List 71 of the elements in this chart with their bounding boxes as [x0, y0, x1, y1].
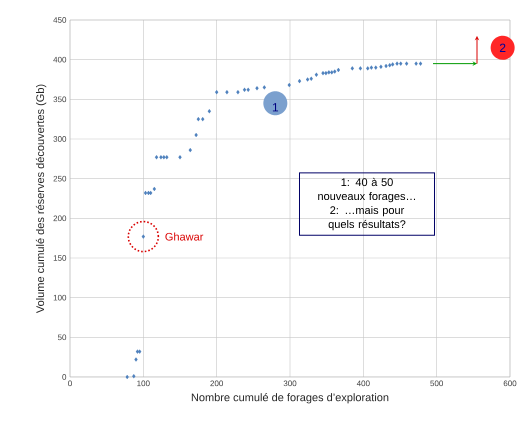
point [236, 90, 240, 94]
point [188, 148, 192, 152]
point [395, 61, 399, 66]
point [154, 155, 158, 160]
point [246, 88, 250, 92]
point [214, 90, 218, 94]
annotation: 1: 40 à 50 nouveaux forages… [318, 178, 416, 202]
y-tick-label: 250 [54, 176, 66, 182]
point [196, 116, 200, 122]
y-tick-label: 450 [53, 17, 66, 23]
y-tick-label: 150 [54, 255, 66, 261]
annotation: Ghawar [165, 232, 204, 241]
point [144, 190, 148, 196]
point [310, 76, 313, 81]
y-tick-label: 350 [53, 96, 66, 102]
point [225, 90, 229, 94]
point [324, 70, 328, 76]
point [390, 62, 394, 67]
x-tick-label: 100 [137, 380, 150, 386]
point [134, 357, 138, 362]
annotation: 2: …mais pour quels résultats? [328, 206, 406, 230]
point [255, 86, 259, 90]
point [384, 64, 388, 68]
point [333, 69, 336, 74]
point [208, 109, 212, 114]
point [162, 155, 166, 160]
point [350, 66, 354, 71]
y-tick-label: 200 [54, 215, 66, 222]
point [370, 65, 374, 70]
point [242, 88, 246, 92]
point [366, 66, 370, 71]
x-tick-label: 500 [430, 380, 444, 386]
point [306, 77, 310, 82]
x-tick-label: 0 [68, 380, 72, 386]
point [262, 85, 266, 90]
point [336, 68, 340, 72]
point [358, 66, 362, 71]
annotation: 2 [500, 44, 506, 52]
point [388, 63, 392, 68]
point [165, 155, 168, 160]
point [314, 72, 318, 77]
point [194, 132, 198, 138]
x-axis-title: Nombre cumulé de forages d’exploration [192, 393, 388, 404]
y-axis-title: Volume cumulé des réserves découvertes (Gb) [36, 84, 46, 314]
point [201, 116, 204, 122]
point [327, 70, 331, 75]
point [414, 61, 418, 66]
y-tick-label: 50 [58, 334, 66, 340]
point [330, 70, 334, 75]
point [288, 82, 291, 88]
point [132, 374, 136, 378]
x-tick-label: 200 [210, 380, 224, 386]
x-tick-label: 300 [284, 380, 296, 386]
point [178, 155, 182, 160]
annotation: 1 [272, 103, 278, 112]
x-tick-label: 600 [504, 380, 516, 386]
y-tick-label: 0 [62, 374, 66, 380]
point [399, 61, 402, 66]
point [321, 70, 325, 76]
y-tick-label: 400 [53, 56, 66, 62]
x-tick-label: 400 [356, 380, 370, 386]
point [379, 64, 383, 69]
y-tick-label: 100 [54, 294, 66, 300]
point [126, 374, 129, 380]
y-tick-label: 300 [53, 136, 66, 142]
point [374, 65, 378, 70]
point [418, 61, 422, 66]
point [159, 155, 163, 160]
point [152, 186, 156, 192]
point [298, 78, 302, 84]
point [404, 61, 408, 66]
